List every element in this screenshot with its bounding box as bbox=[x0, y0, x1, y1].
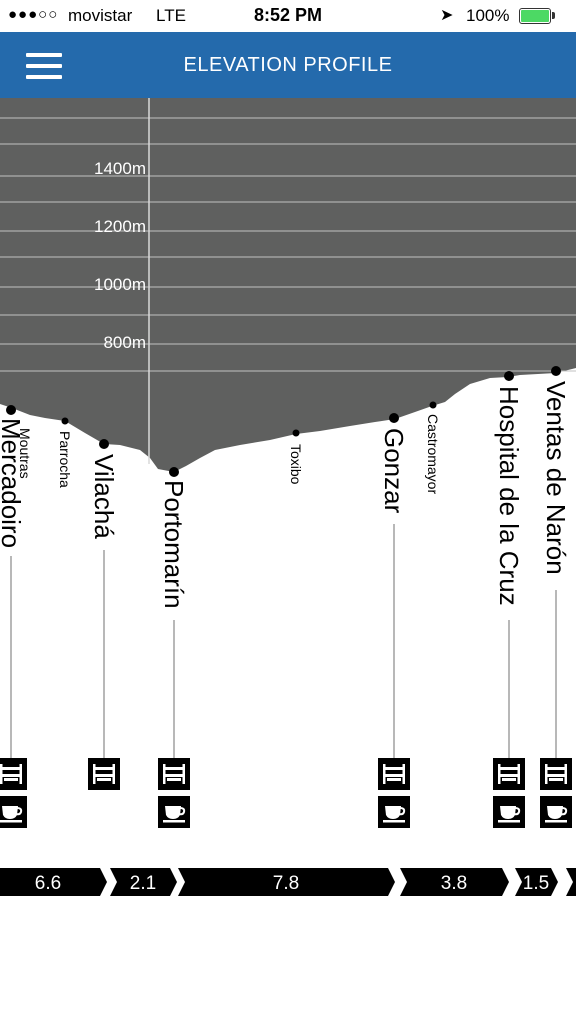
distance-label: 2.1 bbox=[130, 873, 156, 894]
cafe-cup-icon[interactable] bbox=[493, 796, 525, 828]
network-type: LTE bbox=[156, 6, 186, 25]
distance-segment: 3.8 bbox=[400, 868, 509, 896]
y-axis-tick-label: 1400m bbox=[94, 159, 146, 178]
grid-lines bbox=[0, 117, 576, 372]
signal-strength-icon: ●●●○○ bbox=[8, 6, 59, 23]
town-label: Portomarín bbox=[159, 480, 189, 609]
cafe-cup-icon[interactable] bbox=[158, 796, 190, 828]
status-bar: ●●●○○ movistar LTE 8:52 PM ➤ 100% bbox=[0, 0, 576, 32]
town-marker bbox=[389, 413, 399, 423]
town-label: Moutras bbox=[17, 428, 33, 479]
albergue-bed-icon[interactable] bbox=[493, 758, 525, 790]
battery-percentage: 100% bbox=[466, 6, 510, 25]
town-label: Parrocha bbox=[57, 431, 73, 488]
distance-label: 1.5 bbox=[523, 873, 549, 894]
albergue-bed-icon[interactable] bbox=[540, 758, 572, 790]
y-axis-tick-label: 800m bbox=[103, 333, 146, 352]
distance-label: 6.6 bbox=[35, 873, 61, 894]
distance-segment: 6.6 bbox=[0, 868, 107, 896]
cafe-cup-icon[interactable] bbox=[0, 796, 27, 828]
albergue-bed-icon[interactable] bbox=[158, 758, 190, 790]
battery-tip bbox=[552, 12, 555, 19]
town-marker bbox=[61, 417, 69, 425]
albergue-bed-icon[interactable] bbox=[88, 758, 120, 790]
distance-segment: 1.5 bbox=[515, 868, 558, 896]
albergue-bed-icon[interactable] bbox=[378, 758, 410, 790]
battery-full-icon bbox=[519, 8, 551, 24]
town-marker bbox=[99, 439, 109, 449]
location-arrow-icon: ➤ bbox=[440, 7, 454, 24]
distance-label: 3.8 bbox=[441, 873, 467, 894]
town-label: Gonzar bbox=[379, 428, 409, 514]
distance-segment: 7.8 bbox=[178, 868, 395, 896]
town-label: Mercadoiro bbox=[0, 418, 26, 548]
y-axis-tick-label: 1200m bbox=[94, 217, 146, 236]
hamburger-menu-icon[interactable] bbox=[26, 53, 62, 79]
town-marker bbox=[169, 467, 179, 477]
town-marker bbox=[551, 366, 561, 376]
distance-segment-partial bbox=[566, 868, 576, 896]
town-marker bbox=[292, 429, 300, 437]
town-label: Hospital de la Cruz bbox=[494, 386, 524, 606]
cafe-cup-icon[interactable] bbox=[378, 796, 410, 828]
page-title: ELEVATION PROFILE bbox=[183, 54, 393, 76]
albergue-bed-icon[interactable] bbox=[0, 758, 27, 790]
town-label: Ventas de Narón bbox=[541, 381, 571, 575]
distance-label: 7.8 bbox=[273, 873, 299, 894]
town-label: Toxibo bbox=[288, 444, 304, 485]
y-axis-tick-label: 1000m bbox=[94, 275, 146, 294]
elevation-area bbox=[0, 98, 576, 472]
header-bar: ELEVATION PROFILE bbox=[0, 32, 576, 98]
town-marker bbox=[429, 401, 437, 409]
status-time: 8:52 PM bbox=[253, 5, 323, 25]
distance-segment: 2.1 bbox=[110, 868, 177, 896]
carrier-name: movistar bbox=[68, 6, 133, 25]
town-label: Vilachá bbox=[89, 454, 119, 539]
cafe-cup-icon[interactable] bbox=[540, 796, 572, 828]
town-marker bbox=[6, 405, 16, 415]
town-label: Castromayor bbox=[425, 414, 441, 494]
town-marker bbox=[504, 371, 514, 381]
